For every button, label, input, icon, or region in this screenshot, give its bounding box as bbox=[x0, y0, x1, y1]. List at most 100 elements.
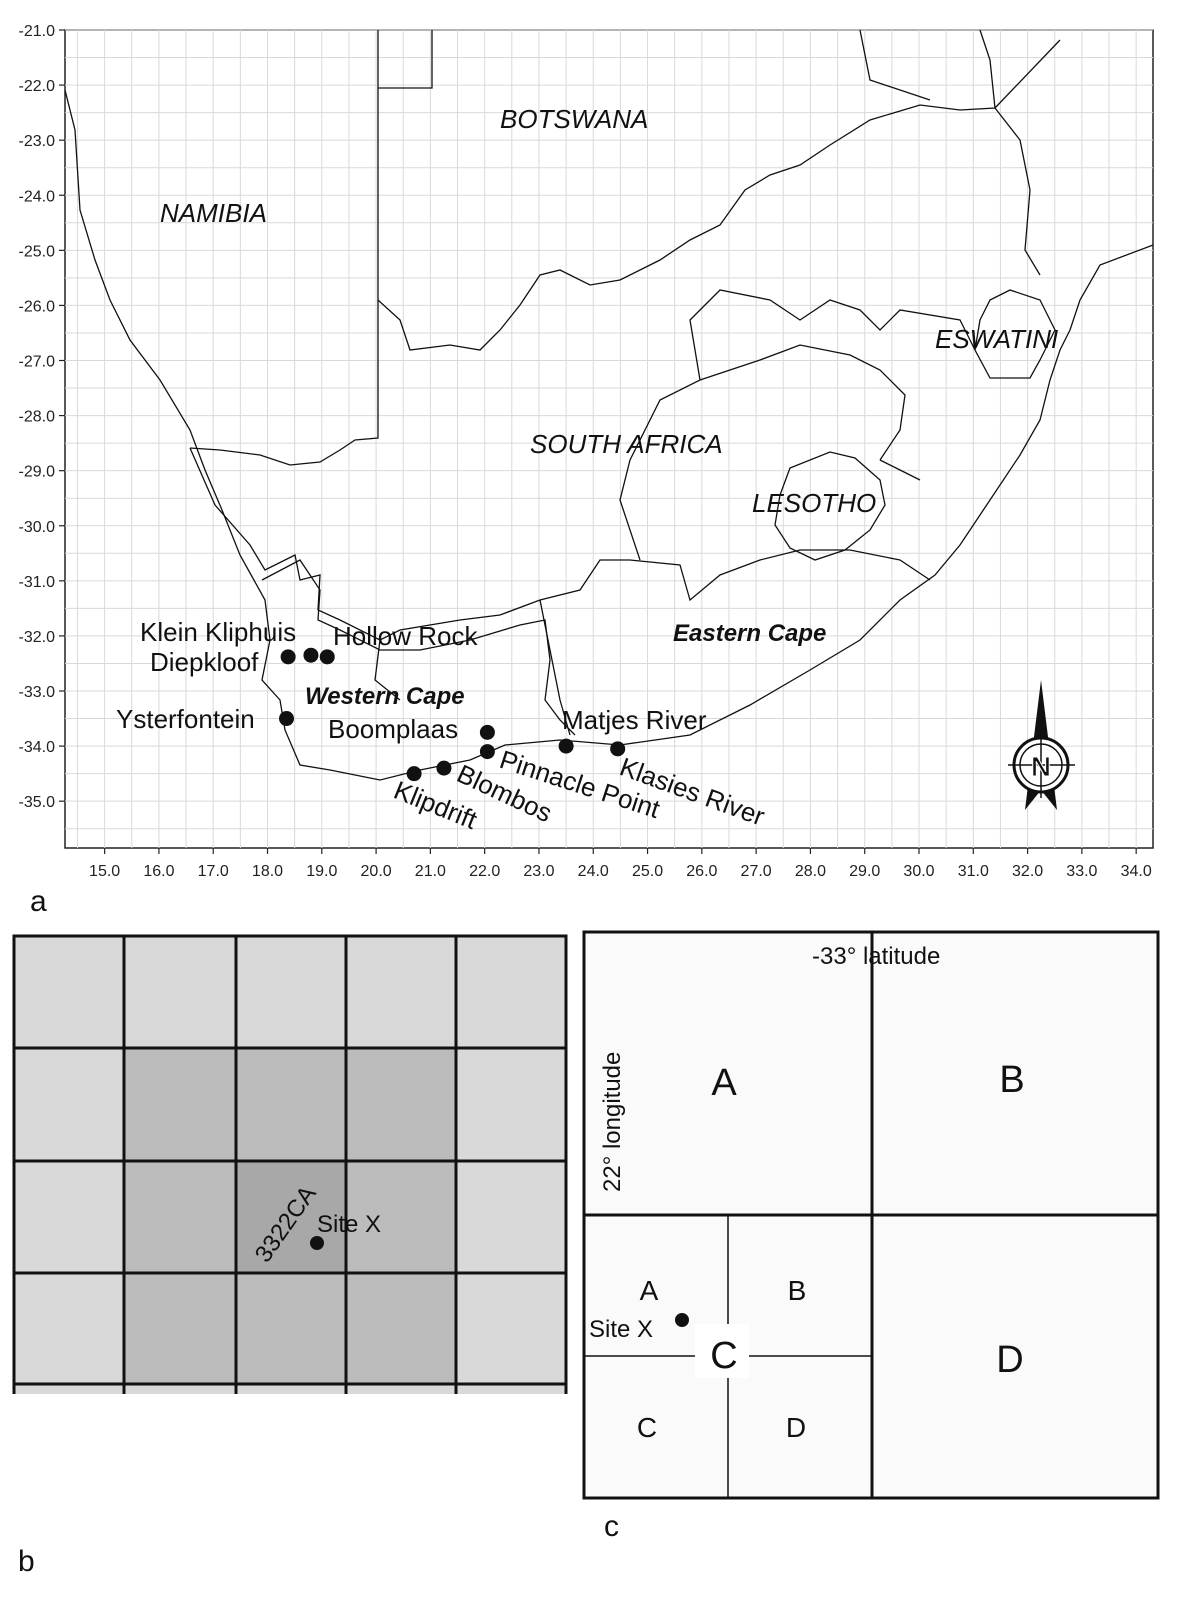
grid-cell bbox=[344, 934, 458, 1050]
x-tick-label: 28.0 bbox=[795, 863, 826, 880]
grid-cell bbox=[234, 1271, 348, 1386]
site-x-label-c: Site X bbox=[589, 1316, 653, 1343]
label-diepkloof: Diepkloof bbox=[150, 647, 259, 677]
site-markers bbox=[279, 647, 626, 782]
latitude-label: -33° latitude bbox=[812, 943, 940, 970]
country-eswatini: ESWATINI bbox=[935, 324, 1058, 354]
site-marker-matjes-river bbox=[558, 738, 574, 754]
x-tick-label: 29.0 bbox=[849, 863, 880, 880]
y-tick-label: -29.0 bbox=[19, 464, 56, 481]
label-hollow-rock: Hollow Rock bbox=[333, 621, 478, 651]
x-tick-label: 21.0 bbox=[415, 863, 446, 880]
sub-quadrant-c: C bbox=[637, 1412, 657, 1443]
site-x-label-b: Site X bbox=[317, 1211, 381, 1238]
x-tick-label: 23.0 bbox=[523, 863, 554, 880]
site-marker-klasies-river bbox=[610, 741, 626, 757]
eswatini-border bbox=[974, 289, 1056, 379]
western-cape-border bbox=[261, 559, 576, 736]
x-tick-label: 33.0 bbox=[1066, 863, 1097, 880]
province-western-cape: Western Cape bbox=[305, 683, 465, 710]
label-boomplaas: Boomplaas bbox=[328, 714, 458, 744]
grid-panel: 3322CA Site X bbox=[12, 934, 568, 1394]
grid-cell bbox=[12, 1382, 126, 1394]
x-tick-label: 17.0 bbox=[198, 863, 229, 880]
site-marker-klipdrift bbox=[406, 766, 422, 782]
site-x-marker-b bbox=[310, 1236, 324, 1250]
map-frame bbox=[64, 29, 1154, 849]
province-labels: Eastern Cape Western Cape bbox=[305, 620, 826, 710]
label-klein-kliphuis: Klein Kliphuis bbox=[140, 617, 296, 647]
site-marker-diepkloof bbox=[280, 649, 296, 665]
x-tick-label: 18.0 bbox=[252, 863, 283, 880]
y-tick-label: -24.0 bbox=[19, 188, 56, 205]
x-axis-ticks: 15.0 16.0 17.0 18.0 19.0 20.0 21.0 22.0 23.0 24.0… bbox=[89, 848, 1152, 880]
quadrant-a: A bbox=[711, 1062, 737, 1104]
country-south-africa: SOUTH AFRICA bbox=[530, 429, 723, 459]
north-border bbox=[859, 29, 1061, 109]
y-tick-label: -27.0 bbox=[19, 354, 56, 371]
grid-cell bbox=[12, 934, 126, 1050]
map-panel: -21.0 -22.0 -23.0 -24.0 -25.0 -26.0 -27.0 -28.0… bbox=[19, 23, 1154, 880]
country-lesotho: LESOTHO bbox=[752, 488, 876, 518]
sub-quadrant-d: D bbox=[786, 1412, 806, 1443]
sub-quadrant-a: A bbox=[640, 1275, 659, 1306]
namibia-border bbox=[189, 30, 433, 466]
x-tick-label: 31.0 bbox=[958, 863, 989, 880]
x-tick-label: 25.0 bbox=[632, 863, 663, 880]
grid-cell bbox=[234, 1046, 348, 1163]
grid-cell bbox=[234, 1382, 348, 1394]
country-namibia: NAMIBIA bbox=[160, 198, 267, 228]
grid-cell bbox=[122, 934, 238, 1050]
country-botswana: BOTSWANA bbox=[500, 104, 648, 134]
grid-cell bbox=[344, 1271, 458, 1386]
x-tick-label: 34.0 bbox=[1121, 863, 1152, 880]
longitude-label: 22° longitude bbox=[599, 1052, 626, 1192]
x-tick-label: 26.0 bbox=[686, 863, 717, 880]
y-tick-label: -23.0 bbox=[19, 133, 56, 150]
y-tick-label: -30.0 bbox=[19, 519, 56, 536]
x-tick-label: 16.0 bbox=[143, 863, 174, 880]
x-tick-label: 27.0 bbox=[741, 863, 772, 880]
grid-cell bbox=[344, 1046, 458, 1163]
country-labels: BOTSWANA NAMIBIA ESWATINI SOUTH AFRICA L… bbox=[160, 104, 1058, 518]
quadrant-c: C bbox=[710, 1335, 737, 1377]
y-tick-label: -35.0 bbox=[19, 794, 56, 811]
quadrant-panel: -33° latitude 22° longitude A B C D A B … bbox=[582, 930, 1160, 1500]
grid-cell bbox=[12, 1046, 126, 1163]
y-tick-label: -22.0 bbox=[19, 78, 56, 95]
panel-letter-c: c bbox=[604, 1510, 619, 1543]
grid-cell bbox=[122, 1046, 238, 1163]
y-tick-label: -34.0 bbox=[19, 739, 56, 756]
y-tick-label: -31.0 bbox=[19, 574, 56, 591]
x-tick-label: 30.0 bbox=[903, 863, 934, 880]
sub-quadrant-b: B bbox=[788, 1275, 807, 1306]
province-borders bbox=[189, 289, 976, 736]
site-x-marker-c bbox=[675, 1313, 689, 1327]
botswana-border bbox=[377, 29, 996, 351]
y-tick-label: -32.0 bbox=[19, 629, 56, 646]
y-axis-ticks: -21.0 -22.0 -23.0 -24.0 -25.0 -26.0 -27.0 -28.0… bbox=[19, 23, 65, 811]
site-marker-hollow-rock bbox=[319, 649, 335, 665]
lesotho-border bbox=[774, 451, 886, 561]
panel-letter-b: b bbox=[18, 1545, 35, 1578]
y-tick-label: -26.0 bbox=[19, 298, 56, 315]
site-marker-klein-kliphuis bbox=[303, 647, 319, 663]
grid-cell bbox=[122, 1271, 238, 1386]
grid-cell bbox=[122, 1159, 238, 1275]
y-tick-label: -21.0 bbox=[19, 23, 56, 40]
grid-cell bbox=[454, 1159, 568, 1275]
y-tick-label: -28.0 bbox=[19, 409, 56, 426]
borders bbox=[64, 29, 1154, 781]
x-tick-label: 24.0 bbox=[578, 863, 609, 880]
map-gridlines bbox=[65, 29, 1153, 848]
grid-cell bbox=[12, 1159, 126, 1275]
y-tick-label: -25.0 bbox=[19, 243, 56, 260]
site-marker-blombos bbox=[436, 760, 452, 776]
north-arrow-icon: N bbox=[1008, 680, 1075, 810]
x-tick-label: 22.0 bbox=[469, 863, 500, 880]
x-tick-label: 32.0 bbox=[1012, 863, 1043, 880]
label-matjes-river: Matjes River bbox=[562, 705, 707, 735]
north-label: N bbox=[1031, 751, 1051, 782]
quadrant-d: D bbox=[996, 1339, 1023, 1381]
x-tick-label: 20.0 bbox=[361, 863, 392, 880]
